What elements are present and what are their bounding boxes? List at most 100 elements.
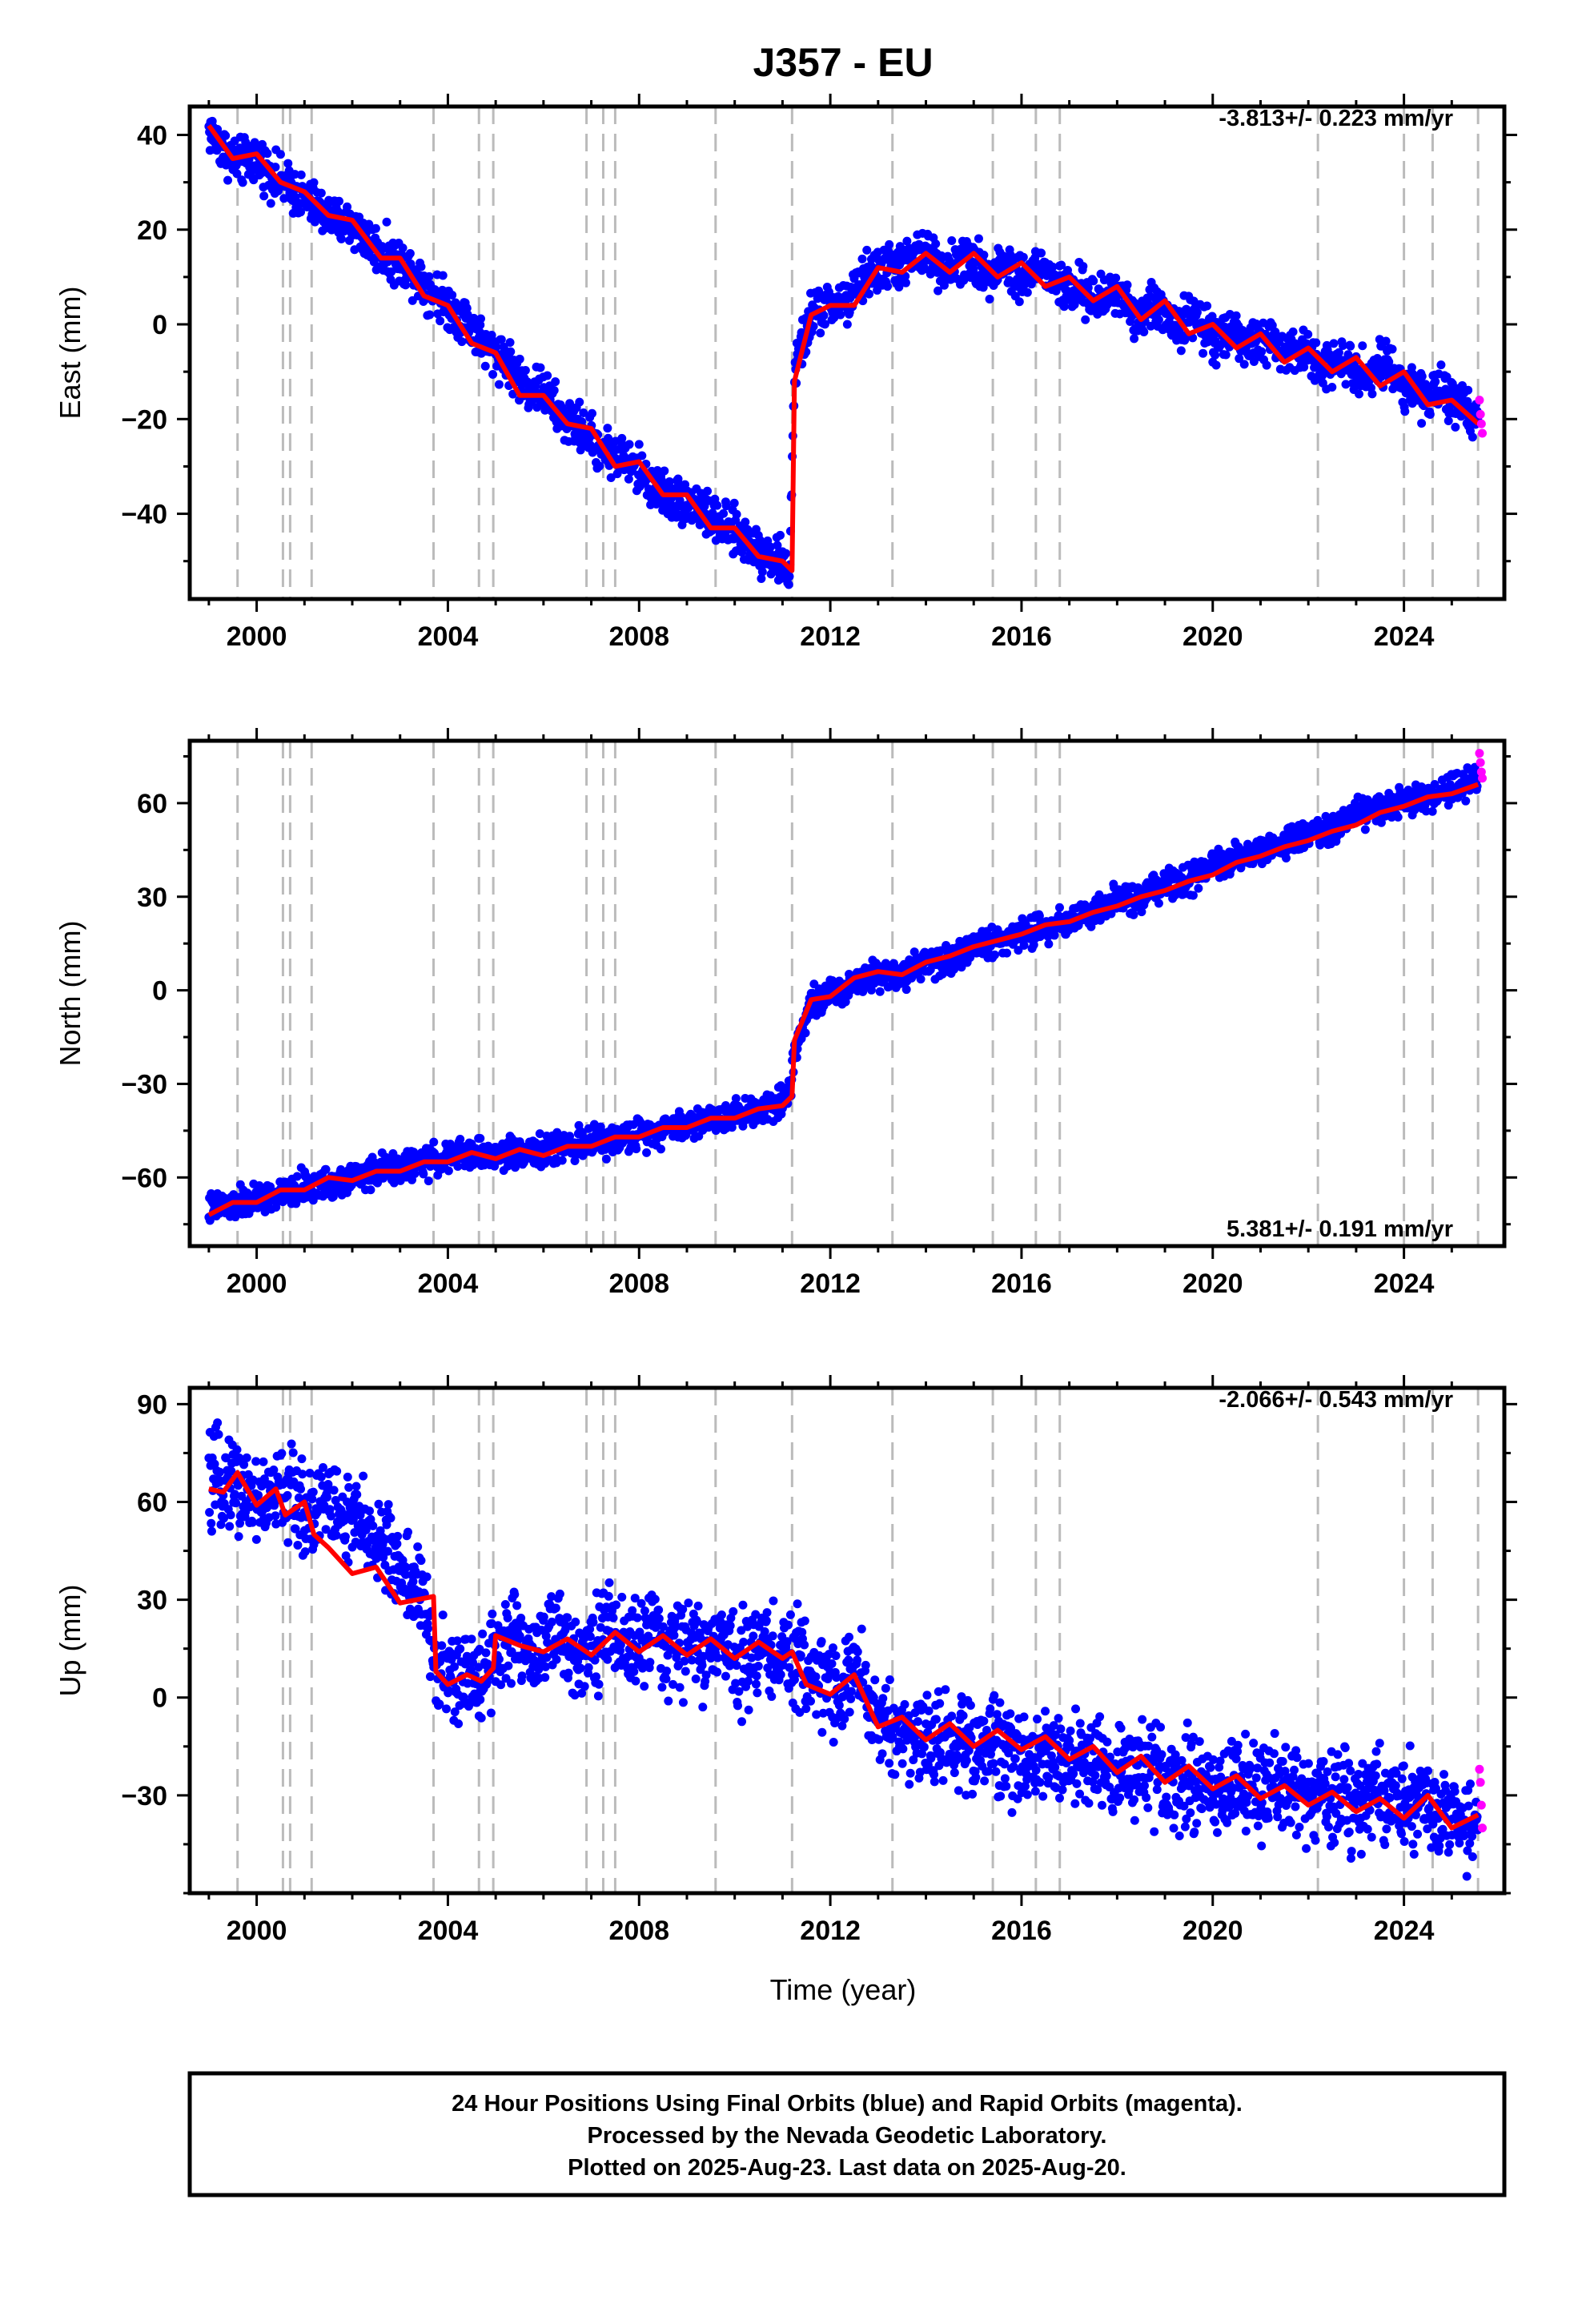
east-final-point xyxy=(223,175,233,185)
east-model-fit-line xyxy=(207,123,1480,573)
up-final-point xyxy=(288,1448,298,1458)
up-final-point xyxy=(352,1490,362,1499)
east-final-point xyxy=(343,202,352,211)
east-final-point xyxy=(719,509,729,518)
east-rapid-point xyxy=(1478,428,1488,438)
east-final-point xyxy=(1081,315,1090,324)
up-final-point xyxy=(368,1521,378,1530)
east-final-point xyxy=(1257,347,1267,356)
east-final-point xyxy=(1303,330,1313,340)
north-rapid-point xyxy=(1475,749,1484,758)
east-final-point xyxy=(335,196,344,206)
east-final-point xyxy=(595,461,604,471)
east-final-point xyxy=(371,223,380,233)
north-y-tick-label: −30 xyxy=(121,1069,167,1100)
east-final-point xyxy=(1381,336,1391,346)
east-final-point xyxy=(862,245,872,255)
north-final-point xyxy=(1044,939,1054,949)
up-panel: 2000 2004 2008 2012 2016 2020 20249060300−30Up… xyxy=(54,1375,1517,1946)
east-final-point xyxy=(947,235,957,245)
east-final-point xyxy=(551,377,560,387)
east-final-point xyxy=(488,370,498,380)
north-x-tick-label: 2008 xyxy=(608,1269,669,1299)
east-rate-label: -3.813+/- 0.223 mm/yr xyxy=(1219,106,1453,131)
up-final-point xyxy=(283,1490,292,1500)
up-final-point xyxy=(359,1471,368,1481)
east-final-point xyxy=(721,501,731,511)
east-final-point xyxy=(1048,262,1058,271)
up-final-point xyxy=(296,1484,306,1494)
north-final-point xyxy=(476,1134,485,1144)
east-x-tick-label: 2024 xyxy=(1374,621,1435,652)
east-final-point xyxy=(1271,327,1280,336)
east-final-point xyxy=(885,239,894,249)
east-final-point xyxy=(398,243,408,253)
north-final-point xyxy=(1427,806,1437,816)
north-final-point xyxy=(875,987,885,996)
north-final-point xyxy=(557,1156,567,1165)
east-plot-frame xyxy=(187,104,1507,601)
east-final-point xyxy=(1417,419,1427,428)
north-rapid-point xyxy=(1478,774,1488,783)
east-final-point xyxy=(1310,363,1319,372)
north-final-point xyxy=(321,1164,331,1174)
east-final-point xyxy=(1407,363,1416,372)
east-final-point xyxy=(1111,273,1121,283)
up-final-point xyxy=(234,1532,243,1542)
up-final-point xyxy=(374,1499,383,1509)
east-final-point xyxy=(1059,302,1069,312)
east-final-point xyxy=(1070,300,1079,309)
east-final-point xyxy=(741,517,750,527)
east-final-point xyxy=(296,170,306,179)
east-final-point xyxy=(634,440,644,449)
east-final-point xyxy=(1231,311,1241,320)
up-final-point xyxy=(242,1453,251,1462)
north-final-point xyxy=(1188,891,1198,900)
east-final-point xyxy=(865,289,874,299)
east-final-point xyxy=(575,397,584,407)
east-final-point xyxy=(781,549,791,558)
east-final-point xyxy=(1425,409,1435,419)
east-final-point xyxy=(757,567,767,577)
up-final-point xyxy=(213,1418,223,1428)
east-final-point xyxy=(494,380,504,389)
north-final-point xyxy=(1281,853,1291,862)
east-final-point xyxy=(785,572,794,581)
east-final-point xyxy=(543,371,552,380)
north-final-point xyxy=(901,985,911,995)
east-final-point xyxy=(1176,346,1186,356)
east-final-point xyxy=(883,282,893,292)
east-final-point xyxy=(536,363,545,372)
east-final-point xyxy=(1022,287,1032,297)
east-final-point xyxy=(606,473,616,483)
east-final-point xyxy=(476,314,486,324)
east-final-point xyxy=(579,408,588,418)
east-final-point xyxy=(406,259,416,269)
north-rate-label: 5.381+/- 0.191 mm/yr xyxy=(1227,1216,1453,1242)
east-final-point xyxy=(382,217,391,227)
north-final-point xyxy=(1154,899,1163,908)
east-final-point xyxy=(1207,312,1217,321)
east-final-point xyxy=(857,254,867,263)
north-final-orbit-points xyxy=(204,762,1483,1225)
east-final-point xyxy=(842,320,852,329)
north-final-point xyxy=(1002,948,1012,958)
east-final-point xyxy=(784,580,793,589)
up-final-point xyxy=(300,1547,310,1557)
north-x-tick-label: 2004 xyxy=(418,1269,479,1299)
north-x-tick-label: 2000 xyxy=(227,1269,287,1299)
north-x-tick-label: 2024 xyxy=(1374,1269,1435,1299)
east-final-point xyxy=(271,163,280,172)
east-final-point xyxy=(757,573,766,583)
east-final-point xyxy=(505,338,515,348)
east-final-point xyxy=(1367,389,1377,399)
up-final-point xyxy=(340,1532,350,1542)
east-final-point xyxy=(1211,360,1221,370)
east-final-point xyxy=(1288,327,1298,336)
north-x-tick-label: 2016 xyxy=(991,1269,1052,1299)
east-final-point xyxy=(1057,260,1066,270)
east-final-point xyxy=(405,249,415,259)
east-final-point xyxy=(902,236,912,246)
east-final-point xyxy=(1130,334,1139,344)
up-final-point xyxy=(207,1518,216,1528)
